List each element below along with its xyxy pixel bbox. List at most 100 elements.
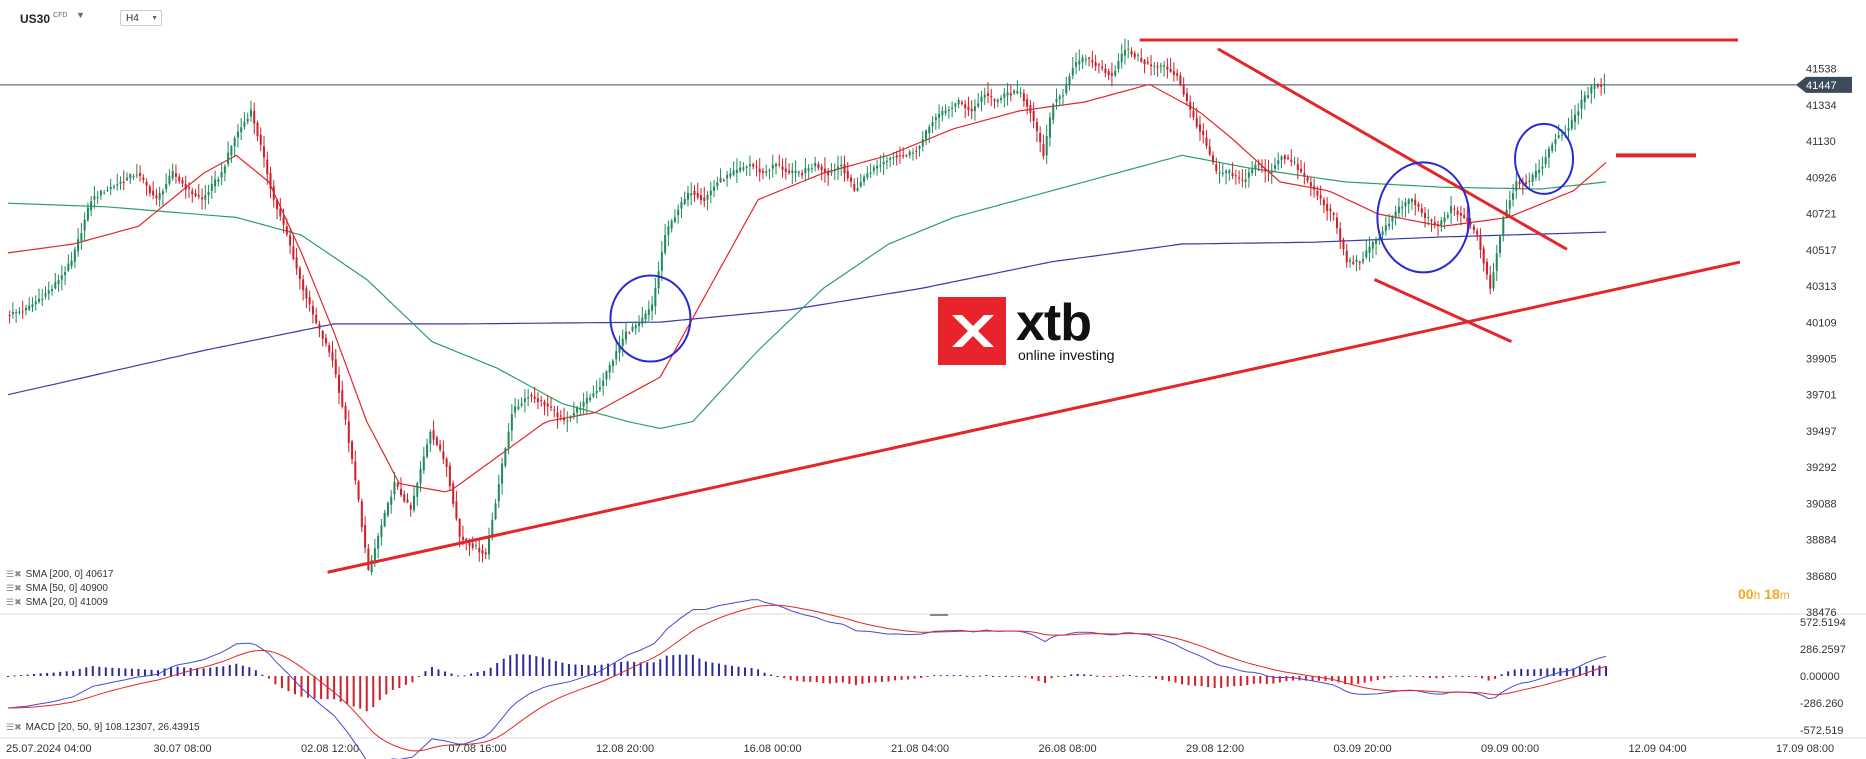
macd-histogram-bar	[1272, 676, 1275, 684]
symbol-type: CFD	[53, 12, 68, 19]
candle-body	[1009, 93, 1012, 96]
logo-text: xtb	[1016, 294, 1092, 352]
candle-body	[328, 345, 331, 353]
candle-body	[220, 172, 223, 178]
candle-body	[1065, 85, 1068, 94]
candle-body	[1362, 259, 1365, 262]
candle-body	[373, 548, 376, 561]
macd-histogram-bar	[1598, 665, 1601, 676]
candle-body	[1127, 48, 1130, 50]
candle-body	[419, 468, 422, 484]
candle-body	[611, 360, 614, 367]
symbol-selector[interactable]: US30 CFD	[20, 12, 67, 26]
macd-histogram-bar	[822, 676, 825, 684]
macd-histogram-bar	[1363, 676, 1366, 683]
candle-body	[311, 306, 314, 315]
candle-body	[905, 155, 908, 157]
macd-histogram-bar	[1031, 676, 1034, 679]
macd-histogram-bar	[150, 669, 153, 676]
x-tick-label: 03.09 20:00	[1334, 743, 1392, 755]
candle-body	[1456, 210, 1459, 215]
candle-body	[944, 110, 947, 114]
macd-histogram-bar	[1213, 676, 1216, 689]
candle-body	[1234, 175, 1237, 177]
candle-body	[1228, 170, 1231, 174]
chevron-down-icon[interactable]: ▼	[76, 10, 85, 20]
candle-body	[520, 403, 523, 406]
candle-body	[964, 104, 967, 108]
candle-body	[318, 323, 321, 330]
y-tick-label: 38680	[1806, 571, 1837, 583]
x-tick-label: 09.09 00:00	[1481, 743, 1539, 755]
candle-body	[354, 461, 357, 481]
candle-body	[249, 109, 252, 117]
candle-body	[1423, 212, 1427, 219]
macd-histogram-bar	[770, 674, 773, 676]
macd-histogram-bar	[33, 673, 36, 676]
candle-body	[657, 271, 660, 289]
candle-body	[820, 166, 823, 171]
macd-histogram-bar	[665, 655, 668, 676]
candle-body	[1130, 51, 1133, 55]
settings-icon[interactable]: ☰✖	[6, 569, 22, 579]
y-tick-label: 40313	[1806, 281, 1837, 293]
candle-body	[458, 519, 461, 537]
candle-body	[347, 421, 350, 444]
candle-body	[1466, 217, 1469, 222]
candle-body	[624, 331, 628, 340]
x-axis: 25.07.2024 04:00 30.07 08:00 02.08 12:00 07…	[6, 743, 1834, 755]
legend-label: SMA [20, 0] 41009	[25, 597, 108, 608]
macd-histogram-bar	[698, 658, 701, 676]
candle-body	[409, 504, 412, 510]
settings-icon[interactable]: ☰✖	[6, 722, 22, 732]
candle-body	[1381, 231, 1384, 236]
chart-header: US30 CFD ▼ H4 ▼	[0, 0, 1866, 32]
candle-body	[44, 293, 47, 297]
macd-histogram-bar	[561, 662, 564, 676]
macd-histogram-bar	[143, 669, 146, 676]
candle-body	[403, 494, 406, 502]
legend-sma-50[interactable]: ☰✖ SMA [50, 0] 40900	[6, 583, 108, 594]
macd-histogram-bar	[261, 674, 264, 677]
candle-body	[155, 195, 158, 199]
candle-body	[569, 417, 572, 419]
candle-body	[918, 146, 921, 149]
timeframe-select[interactable]: H4 ▼	[120, 10, 162, 26]
candle-body	[729, 173, 732, 177]
macd-histogram-bar	[7, 676, 9, 677]
macd-histogram-bar	[313, 676, 316, 699]
timeframe-value: H4	[126, 13, 139, 24]
macd-histogram-bar	[639, 662, 642, 676]
candle-body	[240, 127, 243, 133]
legend-sma-200[interactable]: ☰✖ SMA [200, 0] 40617	[6, 569, 113, 580]
macd-histogram-bar	[52, 672, 55, 676]
candle-body	[1260, 166, 1263, 168]
macd-histogram-bar	[430, 667, 433, 677]
macd-histogram-bar	[633, 661, 636, 677]
macd-histogram-bar	[248, 667, 251, 677]
macd-histogram-bar	[1246, 676, 1249, 686]
macd-histogram-bar	[998, 676, 1001, 677]
candle-body	[889, 157, 892, 160]
macd-histogram-bar	[13, 675, 16, 677]
macd-line	[7, 599, 1607, 759]
chevron-down-icon: ▼	[151, 15, 158, 22]
candle-body	[1482, 248, 1485, 264]
macd-histogram-bar	[1057, 676, 1060, 677]
settings-icon[interactable]: ☰✖	[6, 583, 22, 593]
candle-body	[895, 155, 898, 158]
macd-legend[interactable]: ☰✖ MACD [20, 50, 9] 108.12307, 26.43915	[6, 722, 200, 733]
macd-histogram-bar	[320, 676, 323, 699]
macd-histogram-bar	[1357, 676, 1360, 684]
settings-icon[interactable]: ☰✖	[6, 597, 22, 607]
macd-histogram-bar	[887, 676, 890, 682]
candle-body	[925, 130, 928, 140]
candle-body	[276, 199, 279, 210]
candle-body	[1397, 206, 1400, 213]
candle-body	[908, 151, 911, 156]
candle-body	[174, 173, 177, 177]
candle-body	[807, 168, 810, 171]
legend-sma-20[interactable]: ☰✖ SMA [20, 0] 41009	[6, 597, 108, 608]
candle-body	[1600, 84, 1603, 87]
